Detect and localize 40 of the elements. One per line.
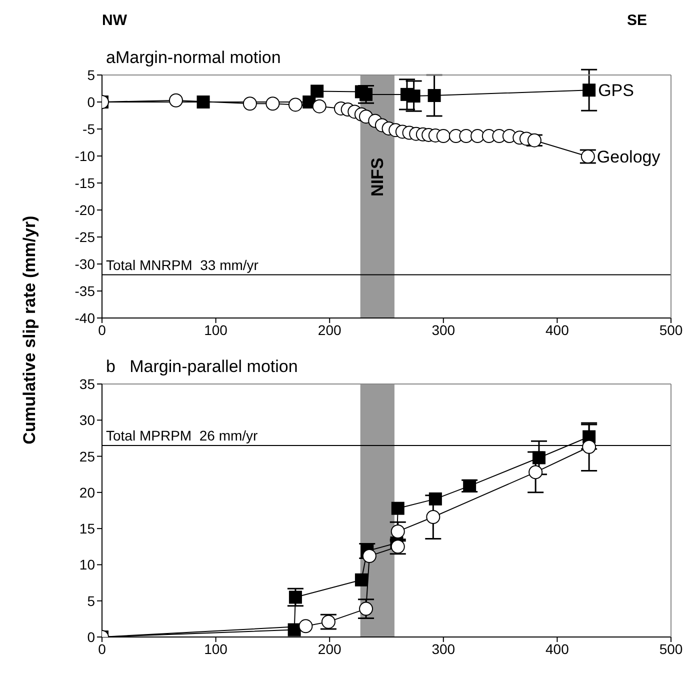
y-tick-label: -15 (74, 174, 96, 191)
y-axis-title: Cumulative slip rate (mm/yr) (20, 216, 40, 444)
y-tick-label: -30 (74, 256, 96, 272)
y-tick-label: -5 (82, 120, 96, 137)
y-tick-label: -20 (74, 202, 96, 218)
x-tick-label: 500 (659, 640, 683, 657)
y-tick-label: -10 (74, 148, 96, 164)
y-tick-label: -40 (74, 310, 96, 326)
x-tick-label: 0 (98, 322, 106, 338)
x-tick-label: 400 (546, 640, 570, 657)
x-tick-label: 500 (659, 322, 683, 338)
y-tick-label: 30 (79, 412, 96, 428)
y-tick-label: 0 (87, 94, 96, 110)
chart-title: aMargin-normal motion (106, 48, 281, 68)
y-tick-label: 35 (79, 376, 96, 392)
y-tick-label: -35 (74, 282, 96, 299)
y-tick-label: 10 (79, 556, 96, 573)
y-tick-label: 15 (79, 520, 96, 537)
y-tick-label: 25 (79, 448, 96, 464)
x-tick-label: 100 (204, 640, 228, 657)
series-label: GPS (598, 81, 634, 100)
x-tick-label: 300 (432, 322, 456, 338)
ref-line-label: Total MNRPM 33 mm/yr (106, 256, 259, 273)
y-tick-label: 0 (87, 628, 96, 645)
x-tick-label: 100 (204, 322, 228, 338)
band-label: NIFS (368, 158, 387, 196)
y-tick-label: 5 (87, 592, 96, 609)
y-tick-label: 20 (79, 484, 96, 500)
x-tick-label: 400 (546, 322, 570, 338)
x-tick-label: 200 (318, 640, 342, 657)
x-tick-label: 300 (432, 640, 456, 657)
text: NW (102, 12, 127, 29)
chart-title: b Margin-parallel motion (106, 357, 298, 377)
y-tick-label: -25 (74, 228, 96, 245)
x-tick-label: 0 (98, 640, 106, 657)
text: SE (626, 12, 647, 29)
x-tick-label: 200 (318, 322, 342, 338)
series-label: Geology (596, 148, 661, 167)
y-tick-label: 5 (87, 66, 96, 83)
ref-line-label: Total MPRPM 26 mm/yr (106, 427, 258, 444)
